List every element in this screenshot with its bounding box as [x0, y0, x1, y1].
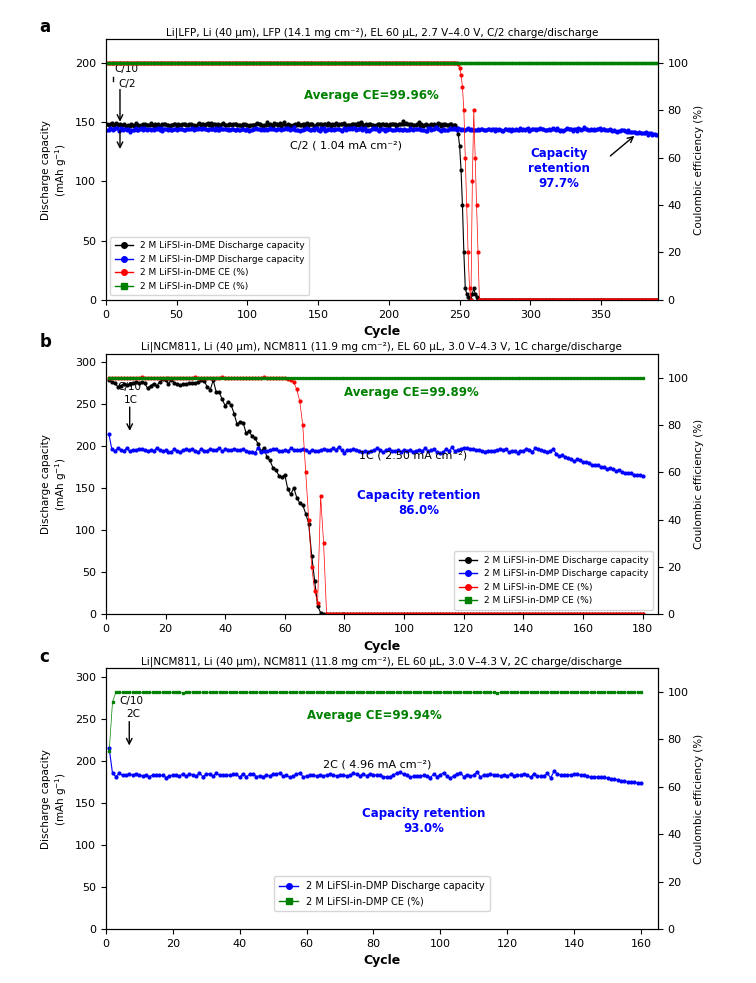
Y-axis label: Coulombic efficiency (%): Coulombic efficiency (%) — [694, 733, 704, 864]
Text: C/10: C/10 — [114, 65, 138, 75]
Legend: 2 M LiFSI-in-DME Discharge capacity, 2 M LiFSI-in-DMP Discharge capacity, 2 M Li: 2 M LiFSI-in-DME Discharge capacity, 2 M… — [110, 237, 309, 295]
Text: 2C: 2C — [126, 709, 140, 720]
Text: 2C ( 4.96 mA cm⁻²): 2C ( 4.96 mA cm⁻²) — [324, 760, 432, 770]
Text: a: a — [39, 19, 51, 36]
Title: Li|NCM811, Li (40 μm), NCM811 (11.8 mg cm⁻²), EL 60 μL, 3.0 V–4.3 V, 2C charge/d: Li|NCM811, Li (40 μm), NCM811 (11.8 mg c… — [141, 657, 622, 666]
Text: b: b — [39, 333, 51, 351]
Y-axis label: Discharge capacity
(mAh g$^{-1}$): Discharge capacity (mAh g$^{-1}$) — [42, 120, 70, 219]
Text: Average CE=99.94%: Average CE=99.94% — [306, 709, 442, 722]
Text: C/2 ( 1.04 mA cm⁻²): C/2 ( 1.04 mA cm⁻²) — [290, 141, 401, 150]
Text: Capacity
retention
97.7%: Capacity retention 97.7% — [528, 147, 590, 191]
Legend: 2 M LiFSI-in-DME Discharge capacity, 2 M LiFSI-in-DMP Discharge capacity, 2 M Li: 2 M LiFSI-in-DME Discharge capacity, 2 M… — [454, 551, 653, 609]
Title: Li|LFP, Li (40 μm), LFP (14.1 mg cm⁻²), EL 60 μL, 2.7 V–4.0 V, C/2 charge/discha: Li|LFP, Li (40 μm), LFP (14.1 mg cm⁻²), … — [166, 28, 598, 37]
X-axis label: Cycle: Cycle — [363, 325, 401, 338]
Y-axis label: Coulombic efficiency (%): Coulombic efficiency (%) — [694, 419, 704, 549]
Y-axis label: Discharge capacity
(mAh g$^{-1}$): Discharge capacity (mAh g$^{-1}$) — [42, 434, 70, 534]
Text: 1C: 1C — [124, 394, 138, 405]
Text: Capacity retention
93.0%: Capacity retention 93.0% — [362, 807, 485, 836]
Y-axis label: Coulombic efficiency (%): Coulombic efficiency (%) — [694, 104, 704, 235]
Text: Average CE=99.89%: Average CE=99.89% — [345, 386, 479, 399]
Text: Capacity retention
86.0%: Capacity retention 86.0% — [358, 489, 481, 516]
Text: C/10: C/10 — [119, 696, 143, 706]
Text: Average CE=99.96%: Average CE=99.96% — [304, 88, 438, 101]
Legend: 2 M LiFSI-in-DMP Discharge capacity, 2 M LiFSI-in-DMP CE (%): 2 M LiFSI-in-DMP Discharge capacity, 2 M… — [274, 877, 490, 911]
Text: c: c — [39, 648, 49, 665]
Text: C/10: C/10 — [118, 382, 142, 392]
X-axis label: Cycle: Cycle — [363, 954, 401, 967]
X-axis label: Cycle: Cycle — [363, 640, 401, 653]
Text: C/2: C/2 — [119, 79, 136, 88]
Title: Li|NCM811, Li (40 μm), NCM811 (11.9 mg cm⁻²), EL 60 μL, 3.0 V–4.3 V, 1C charge/d: Li|NCM811, Li (40 μm), NCM811 (11.9 mg c… — [141, 342, 622, 352]
Text: 1C ( 2.50 mA cm⁻²): 1C ( 2.50 mA cm⁻²) — [359, 451, 467, 461]
Y-axis label: Discharge capacity
(mAh g$^{-1}$): Discharge capacity (mAh g$^{-1}$) — [42, 749, 70, 848]
